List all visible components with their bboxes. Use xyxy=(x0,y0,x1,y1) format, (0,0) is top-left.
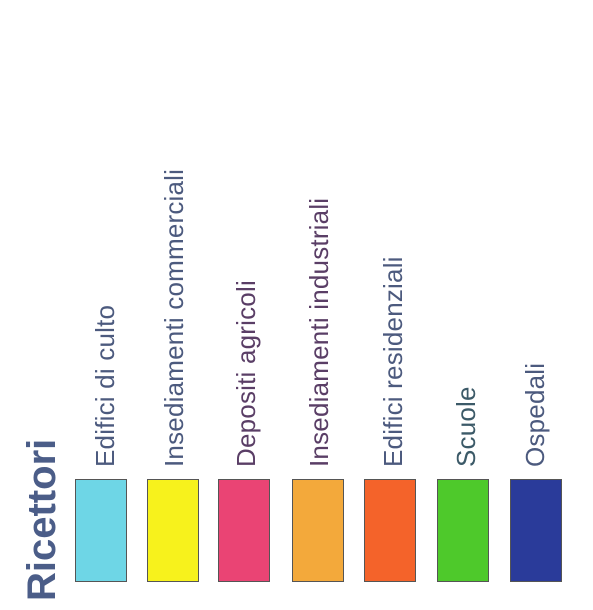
legend-title: Ricettori xyxy=(20,438,64,601)
legend-swatch xyxy=(75,479,127,582)
legend-label: Insediamenti industriali xyxy=(304,197,334,467)
legend-swatch xyxy=(218,479,270,582)
legend-label: Edifici di culto xyxy=(90,304,120,467)
legend-swatch xyxy=(147,479,199,582)
legend-swatch xyxy=(437,479,489,582)
legend-label: Depositi agricoli xyxy=(231,280,261,467)
legend-swatch xyxy=(364,479,416,582)
legend-label: Edifici residenziali xyxy=(378,256,408,467)
legend-label: Scuole xyxy=(451,386,481,467)
legend-label: Ospedali xyxy=(520,362,550,467)
legend-swatch xyxy=(510,479,562,582)
legend-label: Insediamenti commerciali xyxy=(159,168,189,467)
legend-swatch xyxy=(292,479,344,582)
